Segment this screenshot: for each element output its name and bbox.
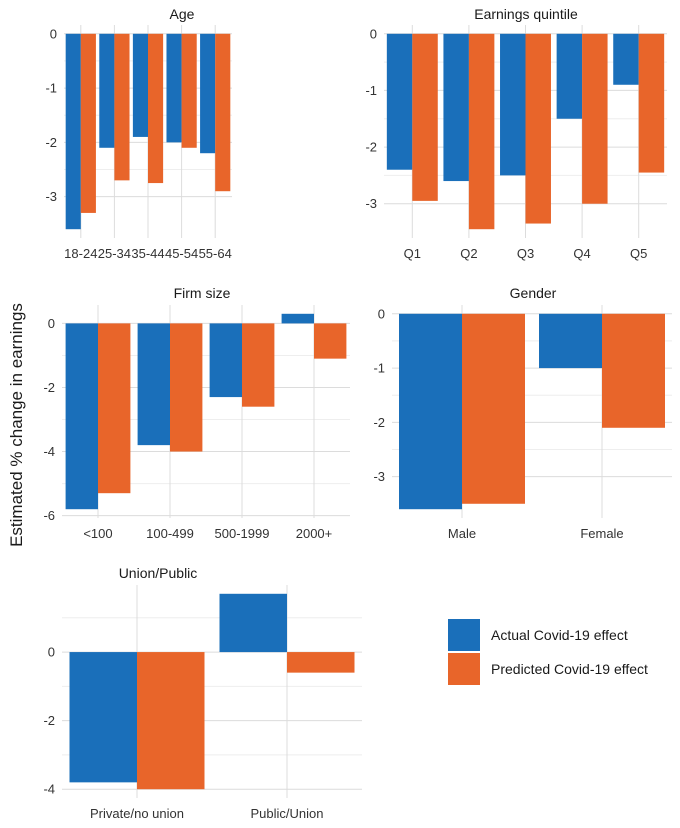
- panel-title: Age: [170, 6, 195, 22]
- x-tick-label: Male: [448, 526, 476, 541]
- panel-title: Earnings quintile: [474, 6, 578, 22]
- bar-predicted-private-no-union: [137, 652, 205, 790]
- y-tick-label: 0: [50, 26, 57, 41]
- y-tick-label: -2: [373, 415, 385, 430]
- y-tick-label: 0: [48, 316, 55, 331]
- y-tick-label: -6: [43, 508, 55, 523]
- bar-actual-female: [539, 313, 602, 369]
- panel-title: Firm size: [174, 285, 231, 301]
- bar-actual-q1: [386, 33, 413, 170]
- x-tick-label: Q4: [573, 246, 590, 261]
- legend-swatch: [448, 619, 480, 651]
- x-tick-label: Public/Union: [251, 806, 324, 821]
- bar-predicted-100-499: [170, 323, 203, 452]
- panel-3: Gender 0 -1 -2 -3 Male Female: [373, 285, 672, 541]
- bar-predicted-public-union: [287, 652, 355, 673]
- bar-predicted-2000-: [314, 323, 347, 359]
- bar-actual-100-499: [137, 323, 170, 446]
- bar-actual-25-34: [99, 33, 115, 148]
- x-tick-label: 35-44: [131, 246, 164, 261]
- bar-predicted-q3: [525, 33, 551, 224]
- y-tick-label: -2: [365, 140, 377, 155]
- x-tick-label: 45-54: [165, 246, 198, 261]
- legend-label: Predicted Covid-19 effect: [491, 661, 648, 677]
- bar-actual-500-1999: [209, 323, 242, 398]
- y-tick-label: -1: [45, 81, 57, 96]
- bar-predicted-25-34: [114, 33, 130, 181]
- x-tick-label: 100-499: [146, 526, 194, 541]
- x-tick-label: 18-24: [64, 246, 97, 261]
- bar-actual-18-24: [65, 33, 81, 230]
- y-tick-label: 0: [378, 306, 385, 321]
- bar-actual-q5: [613, 33, 639, 85]
- y-tick-label: -3: [373, 469, 385, 484]
- y-tick-label: -2: [45, 135, 57, 150]
- bar-actual-q2: [443, 33, 469, 182]
- bar-actual-35-44: [132, 33, 148, 137]
- y-tick-label: -2: [43, 713, 55, 728]
- x-tick-label: 55-64: [199, 246, 232, 261]
- y-tick-label: -1: [365, 83, 377, 98]
- x-tick-label: Q3: [517, 246, 534, 261]
- bar-actual-public-union: [219, 593, 287, 653]
- y-tick-label: 0: [48, 645, 55, 660]
- legend-item-actual: Actual Covid-19 effect: [448, 619, 628, 651]
- bar-actual-55-64: [200, 33, 216, 154]
- y-tick-label: -4: [43, 444, 55, 459]
- y-tick-label: -3: [365, 196, 377, 211]
- bar-predicted-q1: [412, 33, 438, 201]
- x-tick-label: 25-34: [98, 246, 131, 261]
- panel-title: Union/Public: [119, 565, 198, 581]
- legend: Actual Covid-19 effect Predicted Covid-19…: [448, 619, 648, 685]
- y-tick-label: -2: [43, 380, 55, 395]
- bar-actual-2000-: [281, 313, 314, 324]
- bar-predicted-55-64: [215, 33, 231, 192]
- panel-4: Union/Public 0 -2 -4 Private/no union Public/…: [43, 565, 362, 821]
- x-tick-label: Female: [580, 526, 623, 541]
- panels: Age 0 -1 -2 -3 18-24 25-34 35-44 45-54 55-64 Earni…: [43, 6, 672, 821]
- x-tick-label: Q2: [460, 246, 477, 261]
- x-tick-label: Q1: [404, 246, 421, 261]
- y-tick-label: -4: [43, 782, 55, 797]
- bar-predicted-male: [462, 313, 525, 504]
- y-tick-label: -3: [45, 189, 57, 204]
- bar-actual-male: [399, 313, 462, 510]
- x-tick-label: 2000+: [296, 526, 333, 541]
- bar-predicted-q4: [582, 33, 608, 204]
- y-axis-label: Estimated % change in earnings: [7, 303, 26, 547]
- bar-actual-45-54: [166, 33, 182, 143]
- bar-actual-q4: [556, 33, 583, 119]
- panel-1: Earnings quintile 0 -1 -2 -3 Q1 Q2 Q3 Q4 Q5: [365, 6, 667, 261]
- bar-predicted-q2: [468, 33, 495, 230]
- bar-predicted-q5: [638, 33, 665, 173]
- x-tick-label: Private/no union: [90, 806, 184, 821]
- legend-label: Actual Covid-19 effect: [491, 627, 628, 643]
- bar-predicted-45-54: [181, 33, 197, 148]
- bar-predicted-18-24: [80, 33, 96, 213]
- legend-item-predicted: Predicted Covid-19 effect: [448, 653, 648, 685]
- panel-0: Age 0 -1 -2 -3 18-24 25-34 35-44 45-54 55-64: [45, 6, 232, 261]
- bar-predicted-35-44: [148, 33, 164, 184]
- x-tick-label: <100: [83, 526, 112, 541]
- bar-predicted-female: [602, 313, 665, 428]
- y-tick-label: 0: [370, 26, 377, 41]
- x-tick-label: Q5: [630, 246, 647, 261]
- bar-actual-q3: [500, 33, 526, 176]
- bar-actual-private-no-union: [69, 652, 137, 783]
- bar-predicted--100: [98, 323, 131, 494]
- panel-2: Firm size 0 -2 -4 -6 <100 100-499 500-1999 2000+: [43, 285, 350, 541]
- legend-swatch: [448, 653, 480, 685]
- panel-title: Gender: [510, 285, 557, 301]
- bar-predicted-500-1999: [242, 323, 275, 407]
- y-tick-label: -1: [373, 361, 385, 376]
- x-tick-label: 500-1999: [215, 526, 270, 541]
- bar-actual--100: [65, 323, 98, 510]
